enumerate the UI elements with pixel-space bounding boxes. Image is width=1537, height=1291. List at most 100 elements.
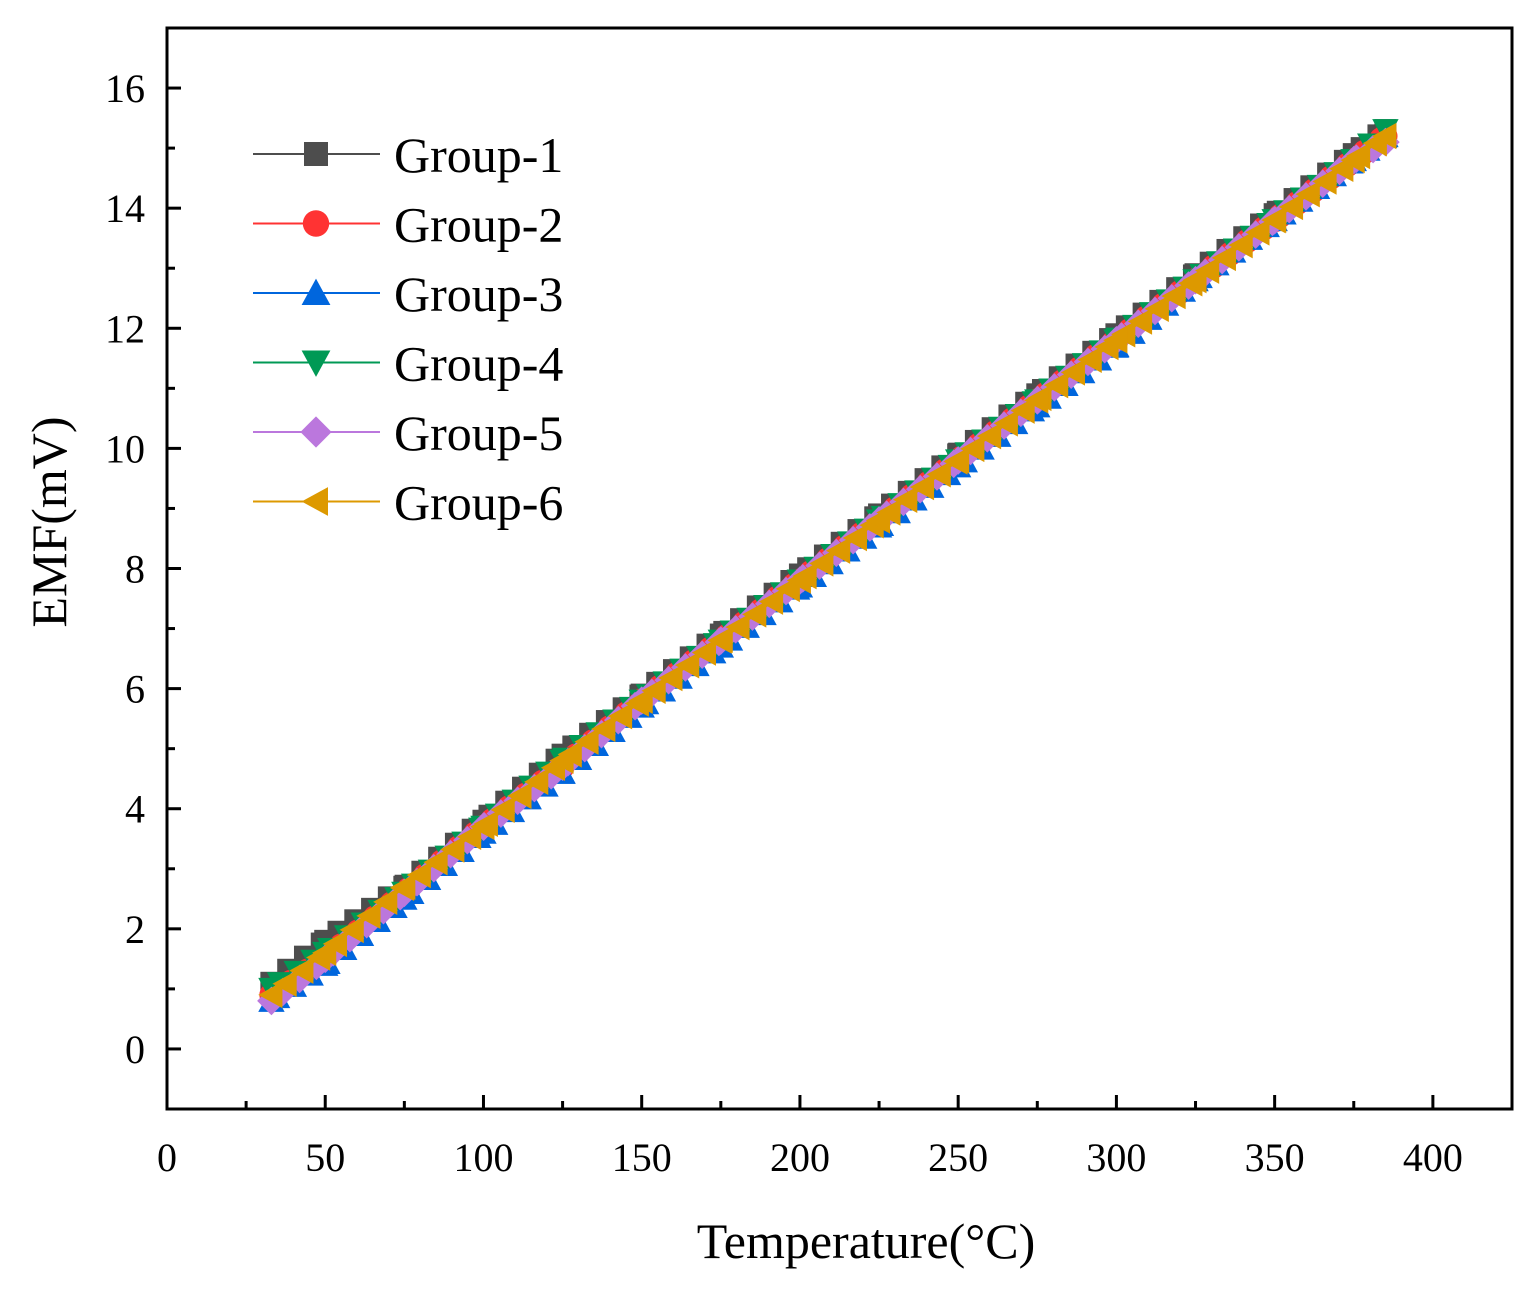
data-point bbox=[960, 435, 985, 463]
data-point bbox=[1024, 387, 1049, 414]
x-tick-label: 100 bbox=[453, 1135, 513, 1180]
data-point bbox=[707, 627, 732, 654]
data-point bbox=[926, 461, 951, 488]
legend-item-group-3: Group-3 bbox=[253, 266, 563, 322]
data-point bbox=[1182, 267, 1207, 294]
data-point bbox=[1340, 146, 1365, 174]
data-point bbox=[440, 836, 465, 863]
data-point bbox=[1127, 308, 1153, 335]
x-tick-label: 400 bbox=[1403, 1135, 1463, 1180]
data-point bbox=[842, 524, 867, 552]
y-tick-label: 8 bbox=[125, 547, 145, 592]
legend-item-group-6: Group-6 bbox=[253, 475, 563, 531]
y-axis: 0 2 4 6 8 10 12 14 16 bbox=[105, 26, 181, 1111]
data-point bbox=[456, 823, 482, 851]
x-tick-label: 350 bbox=[1245, 1135, 1305, 1180]
data-point bbox=[944, 447, 970, 474]
data-point bbox=[549, 747, 574, 774]
data-point bbox=[1103, 327, 1128, 354]
legend-label: Group-6 bbox=[394, 475, 563, 531]
data-point bbox=[1077, 346, 1102, 373]
legend-item-group-4: Group-4 bbox=[253, 336, 563, 392]
series-group-6 bbox=[258, 122, 1397, 1009]
legend-marker bbox=[301, 350, 331, 377]
y-tick-label: 12 bbox=[105, 306, 145, 351]
y-tick-label: 6 bbox=[125, 667, 145, 712]
legend-item-group-5: Group-5 bbox=[253, 405, 563, 461]
data-point bbox=[289, 957, 314, 984]
data-point bbox=[1211, 244, 1236, 272]
data-point bbox=[302, 951, 331, 981]
data-point bbox=[1372, 122, 1397, 150]
y-tick-label: 10 bbox=[105, 426, 145, 471]
legend-label: Group-5 bbox=[394, 405, 563, 461]
x-tick-label: 200 bbox=[770, 1135, 830, 1180]
y-tick-label: 2 bbox=[125, 907, 145, 952]
x-axis: 0 50 100 150 200 250 300 350 400 bbox=[157, 1095, 1463, 1180]
data-point bbox=[976, 422, 1002, 450]
data-point bbox=[1144, 295, 1169, 323]
x-axis-label: Temperature(°C) bbox=[697, 1213, 1036, 1269]
legend-marker bbox=[301, 487, 328, 516]
x-tick-label: 300 bbox=[1086, 1135, 1146, 1180]
x-tick-label: 50 bbox=[305, 1135, 345, 1180]
data-point bbox=[607, 703, 633, 730]
y-axis-label: EMF(mV) bbox=[21, 416, 77, 627]
legend-label: Group-4 bbox=[394, 336, 563, 392]
data-point bbox=[786, 567, 811, 594]
legend-marker bbox=[302, 210, 330, 237]
data-point bbox=[809, 550, 834, 577]
data-point bbox=[1194, 257, 1220, 284]
legend-item-group-1: Group-1 bbox=[253, 127, 563, 183]
data-point bbox=[470, 813, 495, 840]
legend-marker bbox=[300, 416, 332, 448]
data-point bbox=[258, 981, 283, 1009]
data-point bbox=[675, 652, 700, 679]
x-tick-label: 250 bbox=[928, 1135, 988, 1180]
legend-label: Group-3 bbox=[394, 266, 563, 322]
data-point bbox=[1312, 168, 1337, 195]
data-point bbox=[628, 687, 653, 714]
data-point bbox=[1044, 372, 1069, 399]
data-point bbox=[391, 873, 416, 900]
data-point bbox=[312, 939, 337, 967]
legend-marker bbox=[304, 142, 328, 166]
data-point bbox=[406, 861, 431, 889]
data-point bbox=[691, 639, 716, 666]
data-point bbox=[591, 715, 616, 743]
y-tick-label: 4 bbox=[125, 787, 145, 832]
data-point bbox=[1245, 219, 1270, 246]
data-point bbox=[524, 768, 549, 796]
data-point bbox=[893, 486, 918, 513]
data-point bbox=[1228, 231, 1253, 259]
plot-series-group bbox=[257, 119, 1400, 1016]
x-tick-label: 150 bbox=[612, 1135, 672, 1180]
data-point bbox=[1161, 282, 1186, 310]
data-point bbox=[909, 473, 935, 501]
data-point bbox=[402, 867, 432, 897]
data-point bbox=[1261, 206, 1286, 234]
legend: Group-1 Group-2 Group-3 Group-4 Group-5 Group… bbox=[253, 127, 563, 531]
data-point bbox=[520, 773, 549, 803]
legend-label: Group-2 bbox=[394, 197, 563, 253]
data-point bbox=[825, 537, 851, 564]
y-tick-label: 0 bbox=[125, 1027, 145, 1072]
data-point bbox=[725, 613, 750, 641]
data-point bbox=[272, 970, 297, 997]
legend-marker bbox=[301, 278, 331, 305]
data-point bbox=[641, 677, 666, 704]
data-point bbox=[574, 728, 599, 755]
y-tick-label: 16 bbox=[105, 66, 145, 111]
data-point bbox=[865, 507, 891, 534]
data-point bbox=[507, 782, 532, 810]
data-point bbox=[1010, 397, 1035, 424]
legend-label: Group-1 bbox=[394, 127, 563, 183]
data-point bbox=[373, 888, 398, 916]
legend-item-group-2: Group-2 bbox=[253, 197, 563, 253]
data-point bbox=[742, 601, 767, 628]
data-point bbox=[356, 902, 381, 930]
data-point bbox=[658, 664, 683, 692]
x-tick-label: 0 bbox=[157, 1135, 177, 1180]
